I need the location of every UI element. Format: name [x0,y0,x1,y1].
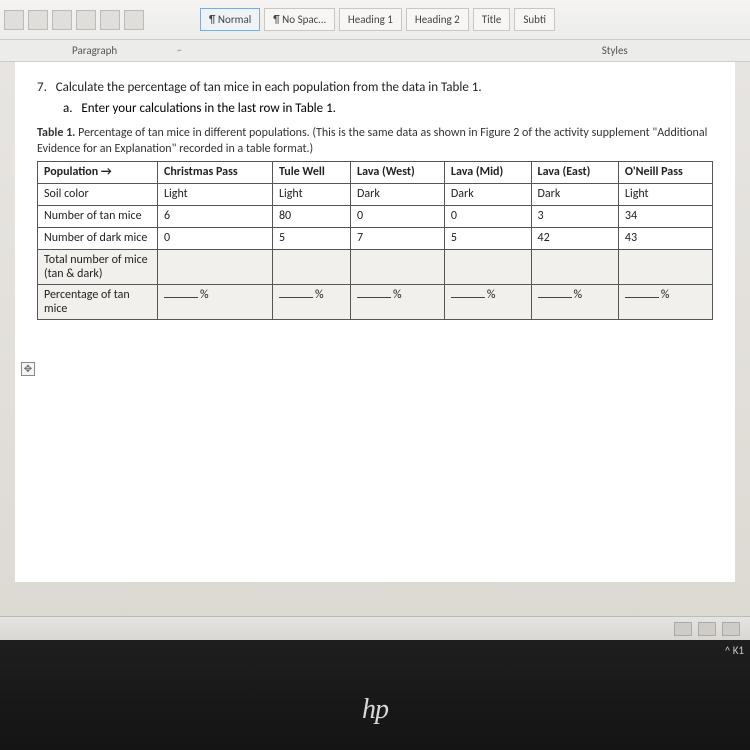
header-population: Population → [38,162,158,184]
table-1: Population → Christmas Pass Tule Well La… [37,161,713,320]
cell: Dark [444,184,531,206]
cell: 34 [618,206,712,228]
print-layout-icon[interactable] [698,622,716,636]
row-soil-color: Soil color Light Light Dark Dark Dark Li… [38,184,713,206]
word-window: ¶ Normal ¶ No Spac… Heading 1 Heading 2 … [0,0,750,640]
style-normal[interactable]: ¶ Normal [200,8,260,31]
table-anchor-icon[interactable]: ✥ [21,362,35,376]
question-7: 7. Calculate the percentage of tan mice … [37,80,713,95]
cell[interactable]: % [272,285,350,320]
caption-text: Percentage of tan mice in different popu… [37,126,707,156]
cell: 0 [351,206,445,228]
question-number: 7. [37,80,47,95]
ribbon-styles-row: ¶ Normal ¶ No Spac… Heading 1 Heading 2 … [0,0,750,40]
paragraph-dialog-launcher-icon[interactable]: ⌐ [177,45,181,56]
read-mode-icon[interactable] [674,622,692,636]
paragraph-tools [4,10,144,30]
table-caption: Table 1. Percentage of tan mice in diffe… [37,126,713,157]
question-7a: a. Enter your calculations in the last r… [63,101,713,116]
cell: 5 [444,228,531,250]
cell[interactable]: % [444,285,531,320]
line-spacing-icon[interactable] [52,10,72,30]
sub-text: Enter your calculations in the last row … [81,101,336,116]
cell: 0 [158,228,273,250]
ribbon-group-labels: Paragraph ⌐ Styles [0,40,750,62]
row-label: Percentage of tan mice [38,285,158,320]
col-lava-east: Lava (East) [531,162,618,184]
cell[interactable] [444,250,531,285]
borders-icon[interactable] [124,10,144,30]
cell: 0 [444,206,531,228]
hp-logo: hp [362,694,388,726]
sort-icon[interactable] [76,10,96,30]
cell: 3 [531,206,618,228]
cell[interactable] [272,250,350,285]
row-percentage-tan: Percentage of tan mice % % % % % % [38,285,713,320]
table-header-row: Population → Christmas Pass Tule Well La… [38,162,713,184]
web-layout-icon[interactable] [722,622,740,636]
cell: Light [272,184,350,206]
laptop-chassis: hp [0,640,750,750]
cell[interactable]: % [618,285,712,320]
col-tule-well: Tule Well [272,162,350,184]
style-title[interactable]: Title [473,8,511,31]
style-subtitle[interactable]: Subti [514,8,555,31]
row-tan-mice: Number of tan mice 6 80 0 0 3 34 [38,206,713,228]
col-oneill-pass: O'Neill Pass [618,162,712,184]
cell[interactable] [351,250,445,285]
cell[interactable]: % [531,285,618,320]
cell[interactable]: % [158,285,273,320]
cell: Light [618,184,712,206]
style-heading2[interactable]: Heading 2 [406,8,469,31]
cell[interactable] [531,250,618,285]
cell: Light [158,184,273,206]
cell: Dark [531,184,618,206]
cell[interactable]: % [351,285,445,320]
row-label: Number of dark mice [38,228,158,250]
cell: 7 [351,228,445,250]
sub-letter: a. [63,101,73,116]
list-icon[interactable] [4,10,24,30]
status-bar [0,616,750,640]
cell: 43 [618,228,712,250]
tray-text: ^ K1 [725,644,744,657]
shading-icon[interactable] [100,10,120,30]
cell: 5 [272,228,350,250]
system-tray: ^ K1 [725,644,744,657]
caption-label: Table 1. [37,126,75,140]
cell: 42 [531,228,618,250]
row-label: Number of tan mice [38,206,158,228]
style-heading1[interactable]: Heading 1 [339,8,402,31]
style-no-spacing[interactable]: ¶ No Spac… [264,8,335,31]
paragraph-group-label: Paragraph [72,44,117,57]
col-christmas-pass: Christmas Pass [158,162,273,184]
document-page: 7. Calculate the percentage of tan mice … [15,62,735,582]
cell[interactable] [158,250,273,285]
col-lava-west: Lava (West) [351,162,445,184]
row-label: Total number of mice (tan & dark) [38,250,158,285]
cell: 80 [272,206,350,228]
cell: 6 [158,206,273,228]
row-dark-mice: Number of dark mice 0 5 7 5 42 43 [38,228,713,250]
row-label: Soil color [38,184,158,206]
indent-icon[interactable] [28,10,48,30]
question-text: Calculate the percentage of tan mice in … [56,80,482,95]
col-lava-mid: Lava (Mid) [444,162,531,184]
cell[interactable] [618,250,712,285]
styles-group-label: Styles [602,44,628,57]
row-total-mice: Total number of mice (tan & dark) [38,250,713,285]
cell: Dark [351,184,445,206]
